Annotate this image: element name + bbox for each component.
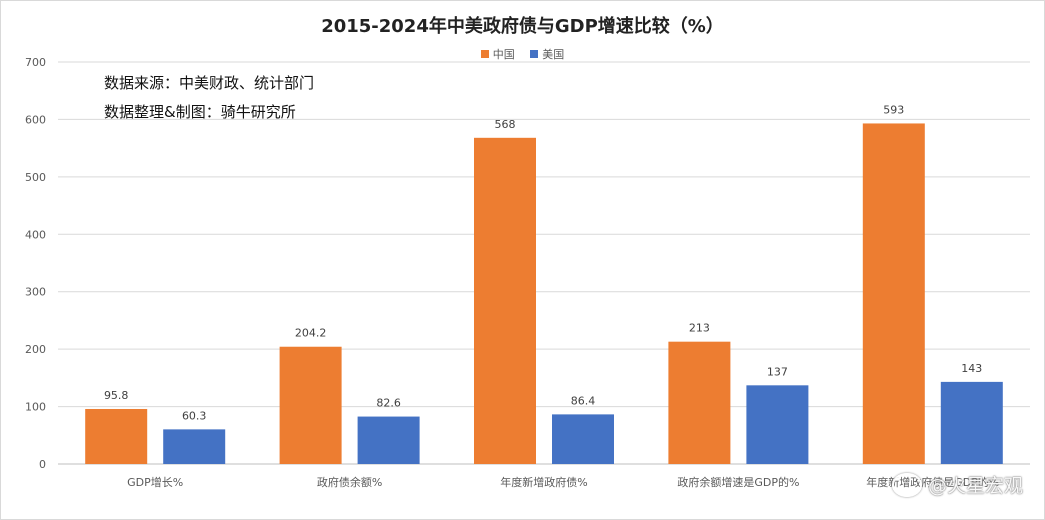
bar-china — [474, 137, 536, 464]
y-tick-label: 400 — [25, 228, 46, 241]
legend-swatch-china — [480, 50, 489, 58]
watermark-text: @火星宏观 — [927, 475, 1023, 497]
y-tick-label: 200 — [25, 343, 46, 356]
author-note: 数据整理&制图：骑牛研究所 — [104, 103, 296, 121]
bar-china — [668, 341, 731, 464]
data-label: 568 — [495, 118, 516, 131]
legend-label-usa: 美国 — [542, 48, 565, 61]
data-label: 95.8 — [104, 389, 129, 402]
bar-usa — [357, 416, 420, 464]
y-tick-label: 300 — [25, 286, 46, 299]
bar-usa — [940, 381, 1003, 464]
x-tick-label: 政府债余额% — [317, 475, 382, 489]
legend-label-china: 中国 — [492, 48, 515, 61]
data-label: 137 — [767, 365, 788, 378]
bar-usa — [163, 429, 226, 464]
data-label: 60.3 — [182, 409, 207, 422]
y-tick-label: 600 — [25, 113, 46, 126]
data-label: 86.4 — [571, 394, 596, 407]
chart-title: 2015-2024年中美政府债与GDP增速比较（%） — [321, 16, 724, 37]
x-tick-label: 年度新增政府债% — [500, 475, 587, 489]
y-tick-label: 100 — [25, 401, 46, 414]
data-label: 593 — [883, 103, 904, 116]
weibo-logo-icon — [891, 472, 922, 497]
legend-item-usa: 美国 — [530, 46, 564, 62]
bar-usa — [552, 414, 614, 464]
data-label: 143 — [961, 362, 982, 375]
x-tick-label: GDP增长% — [127, 475, 183, 489]
bar-usa — [746, 385, 809, 464]
data-label: 82.6 — [376, 397, 401, 410]
y-tick-label: 700 — [25, 56, 46, 69]
watermark: @火星宏观 — [891, 471, 1023, 498]
bar-china — [862, 123, 925, 464]
source-note: 数据来源：中美财政、统计部门 — [104, 74, 315, 92]
legend-item-china: 中国 — [480, 46, 515, 62]
bar-china — [279, 346, 342, 464]
y-tick-label: 500 — [25, 171, 46, 184]
legend-swatch-usa — [530, 50, 539, 58]
y-tick-label: 0 — [39, 458, 46, 471]
legend: 中国 美国 — [0, 46, 1045, 62]
data-label: 204.2 — [295, 327, 327, 340]
bar-china — [85, 408, 148, 464]
x-tick-label: 政府余额增速是GDP的% — [677, 475, 799, 489]
data-label: 213 — [689, 322, 710, 335]
